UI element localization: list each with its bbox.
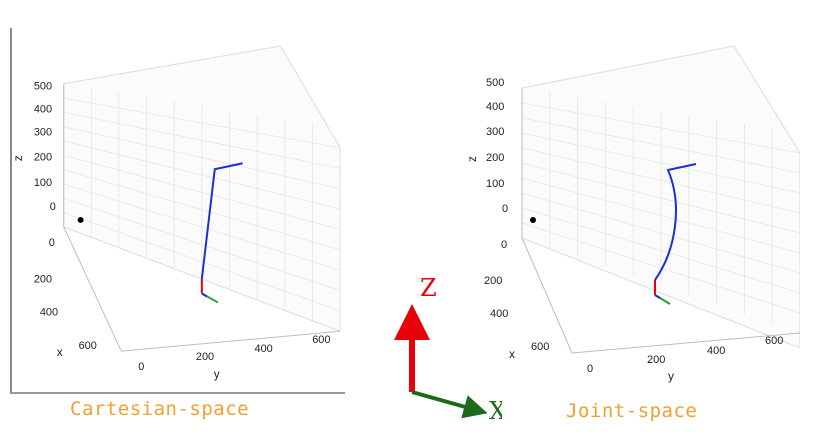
joint-space-plot: 500 400 300 200 100 0 z 0 200 400 600 x …	[464, 28, 800, 394]
origin-marker	[77, 216, 84, 223]
x-axis-arrow	[411, 390, 488, 419]
y-tick-400: 400	[707, 345, 725, 357]
x-tick-200: 200	[484, 275, 502, 287]
z-tick-0: 0	[50, 201, 56, 213]
z-axis-label: z	[12, 155, 25, 161]
frame-y-axis	[654, 294, 661, 299]
coordinate-axes-legend: Z X	[394, 274, 502, 425]
z-tick-500: 500	[486, 77, 504, 89]
z-tick-400: 400	[486, 101, 504, 113]
y-tick-400: 400	[255, 343, 273, 355]
z-axis-label: z	[465, 156, 479, 162]
trajectory-path	[200, 162, 243, 279]
z-tick-100: 100	[34, 177, 52, 189]
y-tick-200: 200	[196, 351, 214, 363]
x-axis-legend-label: X	[489, 397, 502, 425]
x-tick-0: 0	[501, 239, 507, 251]
trajectory-path	[654, 163, 697, 281]
y-axis-label: y	[668, 369, 674, 383]
x-tick-200: 200	[34, 274, 52, 286]
grid-line	[521, 222, 800, 314]
plot-3d-right: 500 400 300 200 100 0 z 0 200 400 600 x …	[465, 45, 800, 383]
x-tick-600: 600	[79, 340, 97, 352]
x-tick-600: 600	[531, 341, 549, 353]
grid-lines	[63, 88, 341, 321]
z-tick-200: 200	[486, 152, 504, 164]
x-axis-edge	[521, 237, 573, 354]
plot-3d-left: 500 400 300 200 100 0 z 0 200 400 600 x …	[12, 45, 341, 381]
z-tick-300: 300	[34, 126, 52, 138]
z-tick-500: 500	[34, 81, 52, 93]
origin-marker	[530, 217, 536, 223]
y-tick-0: 0	[138, 361, 144, 373]
y-tick-0: 0	[587, 363, 593, 375]
grid-line	[521, 177, 800, 254]
y-tick-600: 600	[312, 334, 330, 346]
z-tick-0: 0	[502, 203, 508, 215]
grid-line	[63, 169, 341, 251]
z-tick-100: 100	[486, 178, 504, 190]
z-tick-300: 300	[486, 126, 504, 138]
x-axis-label: x	[57, 345, 63, 359]
z-axis-legend-label: Z	[420, 274, 437, 302]
z-tick-400: 400	[34, 104, 52, 116]
grid-line	[63, 183, 341, 271]
frame-y-axis	[201, 292, 208, 298]
x-tick-400: 400	[490, 308, 508, 320]
cartesian-space-caption: Cartesian-space	[70, 398, 250, 420]
y-axis-edge	[571, 332, 800, 354]
grid-line	[521, 192, 800, 274]
grid-line	[63, 212, 341, 312]
grid-line	[521, 207, 800, 294]
x-tick-400: 400	[40, 306, 58, 318]
y-tick-200: 200	[647, 354, 665, 366]
cartesian-space-plot: 500 400 300 200 100 0 z 0 200 400 600 x …	[10, 28, 345, 394]
x-axis-edge	[63, 226, 122, 352]
grid-line	[63, 197, 341, 291]
joint-space-caption: Joint-space	[566, 400, 698, 422]
y-tick-600: 600	[765, 335, 783, 347]
z-tick-200: 200	[34, 151, 52, 163]
grid-lines	[521, 92, 800, 324]
x-axis-label: x	[509, 347, 515, 361]
x-tick-0: 0	[49, 237, 55, 249]
y-axis-edge	[121, 330, 341, 352]
y-axis-label: y	[214, 367, 220, 381]
